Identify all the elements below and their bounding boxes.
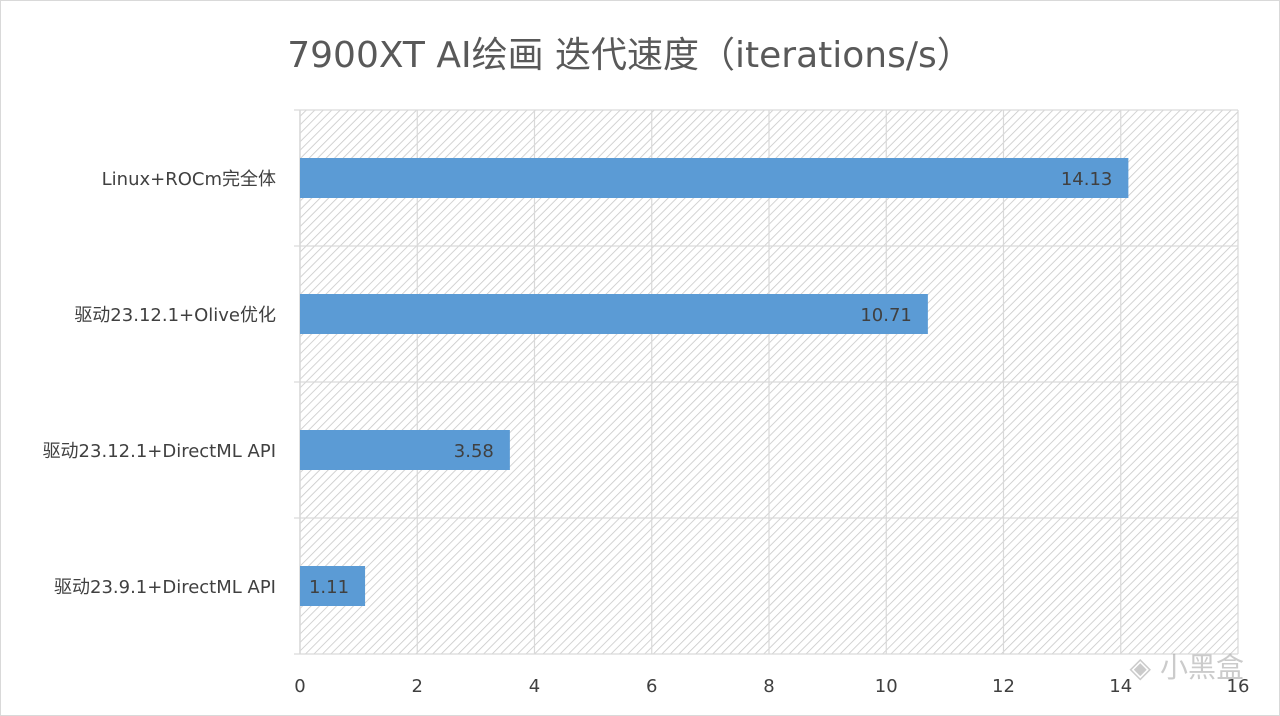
bar [300, 566, 366, 606]
x-tick-label: 2 [412, 676, 423, 697]
data-label: 3.58 [454, 441, 494, 462]
x-tick-label: 0 [294, 676, 305, 697]
category-label: 驱动23.12.1+Olive优化 [74, 305, 276, 326]
bar [300, 158, 1129, 198]
category-label: Linux+ROCm完全体 [102, 169, 276, 190]
x-tick-label: 12 [992, 676, 1015, 697]
x-tick-label: 10 [875, 676, 898, 697]
x-tick-label: 16 [1227, 676, 1250, 697]
x-tick-label: 8 [763, 676, 774, 697]
x-tick-label: 4 [529, 676, 540, 697]
heybox-logo-icon: ◈ [1129, 651, 1160, 684]
x-tick-label: 14 [1109, 676, 1132, 697]
data-label: 10.71 [860, 305, 912, 326]
category-label: 驱动23.9.1+DirectML API [54, 577, 276, 598]
bar [300, 430, 510, 470]
bar [300, 294, 928, 334]
bars [300, 158, 1129, 606]
chart-title: 7900XT AI绘画 迭代速度（iterations/s） [287, 35, 973, 76]
watermark-text: 小黑盒 [1159, 651, 1244, 684]
grid-lines [294, 109, 1239, 655]
data-label: 14.13 [1061, 169, 1113, 190]
labels: 0 2 4 6 8 10 12 14 16 14.13 Linux+ROCm完全体 10.71 驱动23… [43, 169, 1250, 697]
data-label: 1.11 [309, 577, 349, 598]
watermark: ◈ 小黑盒 [1130, 646, 1244, 686]
category-label: 驱动23.12.1+DirectML API [43, 441, 276, 462]
x-tick-label: 6 [646, 676, 657, 697]
